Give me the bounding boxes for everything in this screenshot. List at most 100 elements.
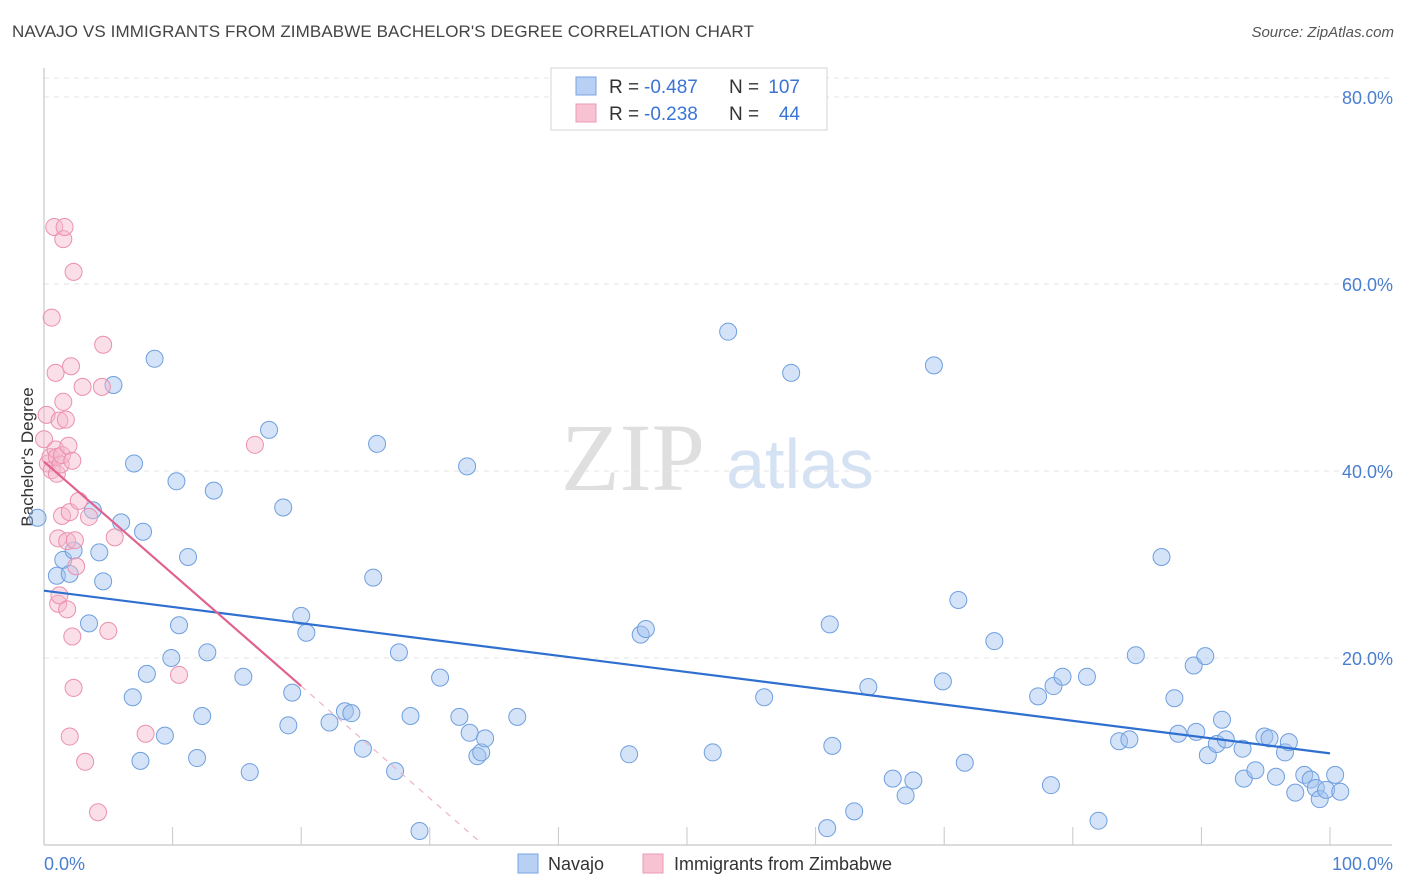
point-navajo: [134, 522, 153, 541]
point-zimbabwe: [35, 430, 53, 449]
point-navajo: [1233, 739, 1252, 758]
point-navajo: [820, 615, 839, 634]
point-navajo: [636, 620, 655, 639]
point-navajo: [137, 664, 156, 683]
point-navajo: [94, 572, 113, 591]
axes: [43, 68, 1392, 846]
point-zimbabwe: [63, 627, 82, 646]
point-zimbabwe: [54, 392, 73, 411]
y-tick-label: 80.0%: [1342, 88, 1393, 108]
point-zimbabwe: [56, 410, 75, 429]
point-navajo: [155, 726, 174, 745]
point-navajo: [170, 616, 189, 635]
watermark-zip: ZIP: [561, 404, 705, 511]
point-navajo: [260, 420, 279, 439]
point-zimbabwe: [50, 411, 69, 430]
x-tick-label-max: 100.0%: [1332, 854, 1393, 874]
data-points: [28, 217, 1350, 840]
point-zimbabwe: [245, 435, 264, 454]
point-zimbabwe: [53, 446, 72, 465]
legend-n-label-zimbabwe: N =: [729, 104, 759, 125]
trend-line-navajo: [43, 589, 1331, 755]
point-navajo: [1246, 761, 1265, 780]
legend-r-label-zimbabwe: R =: [609, 104, 639, 125]
point-navajo: [703, 743, 722, 762]
point-zimbabwe: [89, 803, 108, 822]
point-navajo: [80, 614, 99, 633]
stats-legend: R = -0.487 N = 107 R = -0.238 N = 44: [550, 67, 828, 131]
legend-n-label-navajo: N =: [729, 77, 759, 98]
point-navajo: [292, 606, 311, 625]
y-tick-label: 20.0%: [1342, 649, 1393, 669]
point-navajo: [1286, 783, 1305, 802]
trend-line-zimbabwe-extension: [300, 685, 482, 844]
point-zimbabwe: [69, 491, 88, 510]
point-zimbabwe: [136, 724, 155, 743]
point-zimbabwe: [92, 377, 111, 396]
point-zimbabwe: [46, 363, 65, 382]
point-zimbabwe: [58, 600, 77, 619]
point-navajo: [1152, 548, 1171, 567]
point-navajo: [472, 743, 491, 762]
point-navajo: [335, 702, 354, 721]
point-navajo: [431, 668, 450, 687]
point-navajo: [28, 508, 47, 527]
y-tick-label: 60.0%: [1342, 275, 1393, 295]
point-navajo: [1266, 767, 1285, 786]
trend-lines: [43, 460, 1331, 844]
legend-swatch-zimbabwe: [575, 103, 597, 123]
point-navajo: [782, 363, 801, 382]
point-navajo: [818, 819, 837, 838]
x-tick-labels: 0.0% 100.0%: [44, 854, 1393, 874]
point-navajo: [460, 723, 479, 742]
point-zimbabwe: [99, 621, 118, 640]
legend-r-value-zimbabwe: -0.238: [644, 104, 698, 125]
legend-n-value-navajo: 107: [768, 77, 800, 98]
point-navajo: [386, 762, 405, 781]
point-navajo: [145, 349, 164, 368]
point-zimbabwe: [59, 436, 78, 455]
point-navajo: [1301, 770, 1320, 789]
point-zimbabwe: [64, 678, 83, 697]
legend-r-label-navajo: R =: [609, 77, 639, 98]
point-navajo: [90, 543, 109, 562]
point-navajo: [458, 457, 477, 476]
trend-line-zimbabwe: [43, 460, 302, 687]
point-navajo: [297, 623, 316, 642]
point-navajo: [353, 739, 372, 758]
point-navajo: [1331, 782, 1350, 801]
point-navajo: [1326, 765, 1345, 784]
x-tick-label-min: 0.0%: [44, 854, 85, 874]
legend-r-value-navajo: -0.487: [644, 77, 698, 98]
point-zimbabwe: [60, 727, 79, 746]
point-navajo: [933, 672, 952, 691]
point-navajo: [949, 591, 968, 610]
point-navajo: [410, 821, 429, 840]
point-navajo: [123, 688, 142, 707]
point-navajo: [279, 716, 298, 735]
point-navajo: [1126, 646, 1145, 665]
point-navajo: [320, 713, 339, 732]
point-navajo: [283, 683, 302, 702]
point-navajo: [904, 771, 923, 790]
point-navajo: [620, 745, 639, 764]
point-navajo: [198, 643, 217, 662]
point-zimbabwe: [64, 262, 83, 281]
point-navajo: [719, 322, 738, 341]
point-navajo: [1196, 647, 1215, 666]
y-tick-label: 40.0%: [1342, 462, 1393, 482]
point-zimbabwe: [62, 357, 81, 376]
point-navajo: [955, 753, 974, 772]
bottom-legend-swatch-navajo: [517, 853, 539, 874]
point-navajo: [125, 454, 144, 473]
bottom-legend-label-zimbabwe: Immigrants from Zimbabwe: [674, 854, 892, 874]
point-zimbabwe: [51, 455, 70, 474]
point-zimbabwe: [58, 532, 77, 551]
point-zimbabwe: [73, 377, 92, 396]
legend-swatch-navajo: [575, 76, 597, 96]
point-navajo: [162, 649, 181, 667]
y-tick-labels: 20.0% 40.0% 60.0% 80.0%: [1342, 88, 1393, 669]
point-zimbabwe: [170, 665, 189, 684]
bottom-legend-swatch-zimbabwe: [642, 853, 664, 874]
